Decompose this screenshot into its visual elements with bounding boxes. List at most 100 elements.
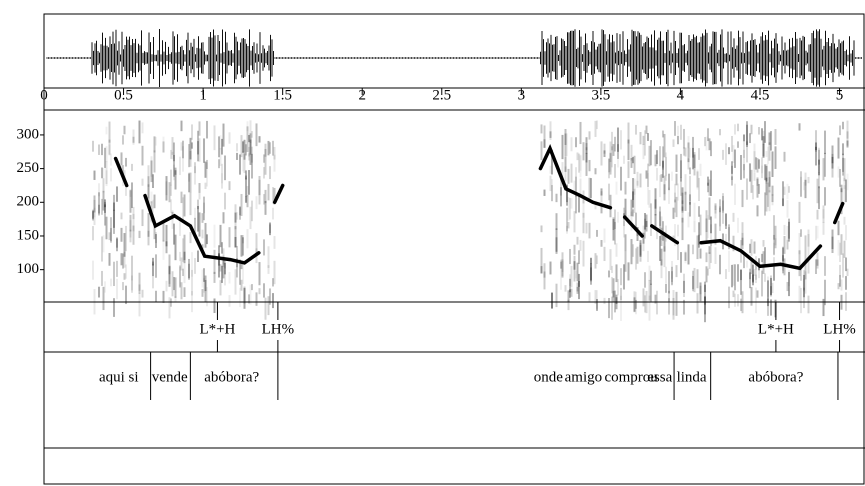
spectrogram [775, 226, 777, 248]
spectrogram [550, 131, 552, 138]
y-tick-label: 100 [17, 261, 40, 277]
spectrogram [764, 247, 766, 264]
spectrogram [751, 239, 753, 256]
spectrogram [125, 226, 127, 251]
spectrogram [608, 270, 610, 277]
spectrogram [583, 142, 585, 160]
spectrogram [614, 222, 616, 245]
spectrogram [583, 213, 585, 233]
spectrogram [251, 154, 253, 179]
spectrogram [155, 291, 157, 302]
spectrogram [595, 168, 597, 174]
spectrogram [668, 298, 670, 314]
spectrogram [190, 193, 192, 215]
spectrogram [698, 178, 700, 201]
spectrogram [772, 283, 774, 293]
spectrogram [248, 170, 250, 195]
spectrogram [838, 138, 840, 159]
spectrogram [668, 174, 670, 190]
spectrogram [758, 159, 760, 168]
spectrogram [614, 137, 616, 152]
tier-label: L*+H [199, 321, 235, 337]
spectrogram [784, 187, 786, 195]
spectrogram [601, 141, 603, 165]
spectrogram [767, 276, 769, 296]
spectrogram [847, 121, 849, 146]
spectrogram [268, 184, 270, 200]
spectrogram [199, 183, 201, 193]
spectrogram [620, 288, 622, 300]
spectrogram [758, 127, 760, 135]
spectrogram [274, 147, 276, 160]
spectrogram [676, 155, 678, 172]
spectrogram [710, 141, 712, 156]
spectrogram [635, 292, 637, 314]
spectrogram [722, 201, 724, 224]
spectrogram [148, 231, 150, 246]
spectrogram [773, 257, 775, 264]
spectrogram [578, 281, 580, 299]
spectrogram [737, 124, 739, 132]
spectrogram [116, 239, 118, 248]
spectrogram [761, 166, 763, 174]
spectrogram [94, 171, 96, 180]
spectrogram [214, 225, 216, 248]
spectrogram [155, 254, 157, 277]
spectrogram [109, 253, 111, 266]
spectrogram [734, 184, 736, 205]
spectrogram [824, 131, 826, 154]
spectrogram [578, 196, 580, 212]
x-tick-label: 0.5 [114, 87, 133, 103]
spectrogram [142, 146, 144, 166]
spectrogram [731, 166, 733, 180]
spectrogram [247, 229, 249, 248]
spectrogram [800, 288, 802, 313]
spectrogram [589, 160, 591, 171]
spectrogram [170, 170, 172, 186]
spectrogram [694, 221, 696, 232]
spectrogram [125, 158, 127, 167]
spectrogram [121, 228, 123, 242]
spectrogram [719, 255, 721, 274]
spectrogram [166, 176, 168, 200]
spectrogram [800, 269, 802, 281]
spectrogram [583, 241, 585, 267]
spectrogram [574, 211, 576, 232]
spectrogram [728, 251, 730, 272]
spectrogram [98, 192, 100, 213]
spectrogram [823, 222, 825, 235]
spectrogram [728, 147, 730, 154]
spectrogram [722, 150, 724, 160]
spectrogram [725, 143, 727, 165]
spectrogram [740, 155, 742, 180]
spectrogram [154, 151, 156, 173]
spectrogram [229, 181, 231, 190]
spectrogram [620, 130, 622, 149]
spectrogram [673, 290, 675, 315]
spectrogram [163, 240, 165, 260]
spectrogram [647, 251, 649, 262]
spectrogram [737, 264, 739, 281]
x-tick-label: 2.5 [432, 87, 451, 103]
spectrogram [551, 293, 553, 309]
chart: 00.511.522.533.544.55100150200250300L*+H… [0, 0, 865, 486]
x-tick-label: 4 [677, 87, 685, 103]
spectrogram [847, 174, 849, 191]
spectrogram [754, 173, 756, 181]
spectrogram [737, 141, 739, 147]
spectrogram [685, 148, 687, 157]
spectrogram [689, 202, 691, 217]
spectrogram [206, 234, 208, 244]
spectrogram [133, 226, 135, 245]
spectrogram [224, 156, 226, 181]
spectrogram [646, 215, 648, 232]
spectrogram [788, 186, 790, 193]
spectrogram [665, 267, 667, 284]
spectrogram [839, 169, 841, 187]
spectrogram [106, 217, 108, 240]
spectrogram [700, 286, 702, 295]
spectrogram [199, 138, 201, 161]
spectrogram [764, 121, 766, 143]
word-label: vende [152, 369, 188, 385]
spectrogram [728, 227, 730, 241]
